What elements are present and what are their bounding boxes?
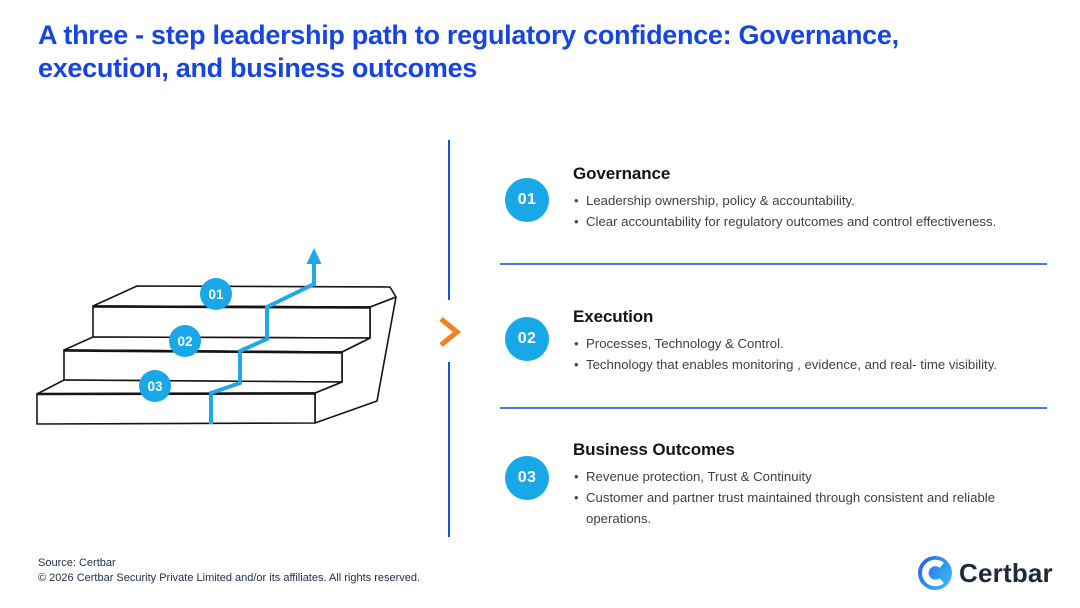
chevron-right-icon xyxy=(439,317,461,347)
section-badge-02-label: 02 xyxy=(517,330,537,347)
stairs-bottom-step-front-face xyxy=(36,392,316,425)
section-badge-03: 03 xyxy=(505,456,549,500)
bullet-icon: • xyxy=(574,356,579,372)
staircase-diagram: 01 02 03 xyxy=(20,230,420,440)
staircase-svg: 01 02 03 xyxy=(36,248,397,425)
bullet-text: Technology that enables monitoring , evi… xyxy=(586,356,997,372)
list-item: • Leadership ownership, policy & account… xyxy=(573,191,1028,212)
bullet-icon: • xyxy=(574,469,579,484)
bullet-text: Revenue protection, Trust & Continuity xyxy=(586,469,812,484)
stairs-middle-step-front-face xyxy=(63,349,343,383)
certbar-logo-text: Certbar xyxy=(959,557,1053,588)
stairs-bottom-step-top-face xyxy=(36,379,343,395)
section-business-outcomes: Business Outcomes • Revenue protection, … xyxy=(573,440,1047,530)
list-item: • Technology that enables monitoring , e… xyxy=(573,355,1028,376)
footer-copyright: © 2026 Certbar Security Private Limited … xyxy=(38,572,421,584)
list-item: • Customer and partner trust maintained … xyxy=(573,488,1028,530)
bullet-text: Leadership ownership, policy & accountab… xyxy=(586,193,855,208)
section-badge-01: 01 xyxy=(505,178,549,222)
section-heading-business-outcomes: Business Outcomes xyxy=(573,440,735,459)
section-badge-02: 02 xyxy=(505,317,549,361)
section-governance: Governance • Leadership ownership, polic… xyxy=(573,164,1047,233)
stairs-badge-01-label: 01 xyxy=(208,287,224,302)
bullet-text: Customer and partner trust maintained th… xyxy=(586,489,996,526)
section-execution: Execution • Processes, Technology & Cont… xyxy=(573,307,1047,376)
stairs-badge-01: 01 xyxy=(200,278,232,310)
footer-source: Source: Certbar xyxy=(38,557,116,569)
section-badge-03-label: 03 xyxy=(517,469,537,486)
section-divider-1 xyxy=(500,263,1047,265)
vertical-divider-top xyxy=(448,140,450,300)
section-badge-01-label: 01 xyxy=(517,191,537,208)
list-item: • Revenue protection, Trust & Continuity xyxy=(573,467,1028,488)
bullet-text: Processes, Technology & Control. xyxy=(586,336,784,351)
stairs-bold-edges xyxy=(36,305,371,396)
bullet-icon: • xyxy=(574,489,579,505)
section-heading-governance: Governance xyxy=(573,164,671,183)
stairs-badge-03-label: 03 xyxy=(147,379,163,394)
staircase-outline xyxy=(36,285,397,425)
bullet-icon: • xyxy=(574,336,579,351)
section-divider-2 xyxy=(500,407,1047,409)
list-item: • Processes, Technology & Control. xyxy=(573,334,1028,355)
list-item: • Clear accountability for regulatory ou… xyxy=(573,212,1028,233)
certbar-logo-icon xyxy=(918,556,952,590)
stairs-top-step-front-face xyxy=(92,305,371,339)
bullet-icon: • xyxy=(574,213,579,229)
vertical-divider-bottom xyxy=(448,362,450,537)
slide-title: A three - step leadership path to regula… xyxy=(38,20,899,84)
stairs-badge-03: 03 xyxy=(139,370,171,402)
bullet-text: Clear accountability for regulatory outc… xyxy=(586,213,997,229)
stairs-badge-02-label: 02 xyxy=(177,334,192,349)
section-heading-execution: Execution xyxy=(573,307,654,326)
stairs-top-step-top-face xyxy=(92,285,397,308)
certbar-logo: Certbar xyxy=(918,556,1053,590)
ascending-arrow-icon xyxy=(209,248,322,424)
stairs-badge-02: 02 xyxy=(169,325,201,357)
bullet-icon: • xyxy=(574,193,579,208)
